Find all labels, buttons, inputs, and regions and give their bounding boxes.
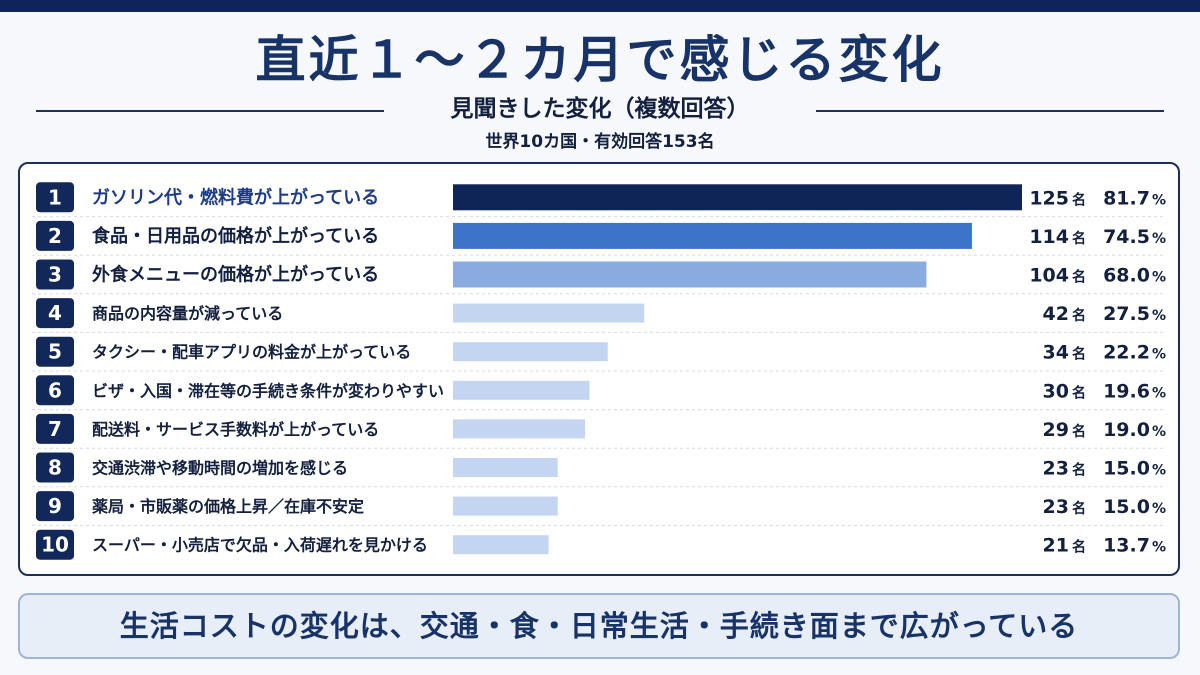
- count-label: 104 名: [1029, 265, 1086, 287]
- rank-number: 6: [48, 378, 62, 402]
- category-label: 外食メニューの価格が上がっている: [92, 264, 379, 286]
- category-label: ビザ・入国・滞在等の手続き条件が変わりやすい: [92, 381, 444, 400]
- rank-badge: [36, 452, 74, 483]
- data-bar: [453, 342, 608, 362]
- category-label: 商品の内容量が減っている: [92, 304, 283, 323]
- percent-label: 22.2%: [1103, 342, 1166, 364]
- percent-label: 15.0%: [1103, 458, 1166, 480]
- count-label: 114 名: [1029, 226, 1086, 248]
- rank-badge: [36, 298, 74, 329]
- count-label: 34 名: [1043, 342, 1086, 364]
- page-title: 直近１～２カ月で感じる変化: [255, 31, 945, 89]
- rank-number: 5: [48, 340, 62, 364]
- category-label: 食品・日用品の価格が上がっている: [91, 225, 379, 247]
- count-label: 30 名: [1043, 380, 1086, 402]
- sample-note: 世界10カ国・有効回答153名: [485, 132, 715, 152]
- count-label: 42 名: [1043, 303, 1086, 325]
- percent-label: 27.5%: [1103, 303, 1166, 325]
- rank-number: 3: [48, 263, 62, 287]
- rank-badge: [36, 375, 74, 406]
- rank-number: 8: [48, 456, 62, 480]
- count-label: 125 名: [1029, 187, 1086, 209]
- rank-badge: [36, 529, 74, 560]
- data-bar: [453, 184, 1022, 211]
- percent-label: 68.0%: [1103, 265, 1166, 287]
- top-header-band: [0, 0, 1200, 12]
- data-bar: [453, 380, 590, 400]
- rank-number: 4: [48, 301, 62, 325]
- ranking-bar-chart: 1 ガソリン代・燃料費が上がっている 125 名 81.7 % 2 食品・日用品の価格が上がっ…: [32, 182, 1166, 560]
- data-bar: [453, 303, 645, 323]
- rank-badge: [36, 182, 74, 213]
- subtitle-rule-right: [816, 110, 1164, 112]
- rank-badge: [36, 336, 74, 367]
- rank-badge: [36, 413, 74, 444]
- category-label: スーパー・小売店で欠品・入荷遅れを見かける: [92, 536, 428, 555]
- subtitle-rule-left: [36, 110, 384, 112]
- count-label: 21 名: [1043, 535, 1086, 557]
- rank-badge: [36, 220, 74, 251]
- chart-panel: 1 ガソリン代・燃料費が上がっている 125 名 81.7% 2 食品・日用品の価格が上がっ…: [18, 162, 1180, 576]
- count-label: 23 名: [1043, 496, 1086, 518]
- percent-label: 74.5%: [1103, 226, 1166, 248]
- rank-number: 9: [48, 494, 62, 518]
- rank-badge: [36, 491, 74, 522]
- chart-subtitle: 見聞きした変化（複数回答）: [450, 96, 750, 122]
- rank-badge: [36, 259, 74, 290]
- data-bar: [453, 419, 586, 439]
- data-bar: [453, 458, 558, 477]
- rank-number: 10: [41, 533, 69, 557]
- rank-number: 7: [48, 417, 62, 441]
- category-label: ガソリン代・燃料費が上がっている: [92, 186, 379, 208]
- category-label: 配送料・サービス手数料が上がっている: [92, 420, 379, 439]
- data-bar: [453, 535, 549, 555]
- count-label: 23 名: [1043, 458, 1086, 480]
- percent-label: 19.0%: [1103, 419, 1166, 441]
- percent-label: 19.6%: [1103, 380, 1166, 402]
- data-bar: [453, 222, 972, 249]
- percent-label: 15.0%: [1103, 496, 1166, 518]
- rank-number: 1: [48, 185, 62, 209]
- rank-number: 2: [48, 224, 62, 248]
- percent-label: 81.7%: [1103, 187, 1166, 209]
- category-label: 交通渋滞や移動時間の増加を感じる: [92, 459, 348, 478]
- category-label: 薬局・市販薬の価格上昇／在庫不安定: [91, 497, 364, 516]
- count-label: 29 名: [1043, 419, 1086, 441]
- percent-label: 13.7%: [1103, 535, 1166, 557]
- summary-callout: 生活コストの変化は、交通・食・日常生活・手続き面まで広がっている: [18, 593, 1180, 659]
- category-label: タクシー・配車アプリの料金が上がっている: [92, 343, 411, 362]
- data-bar: [453, 261, 927, 288]
- data-bar: [453, 496, 558, 516]
